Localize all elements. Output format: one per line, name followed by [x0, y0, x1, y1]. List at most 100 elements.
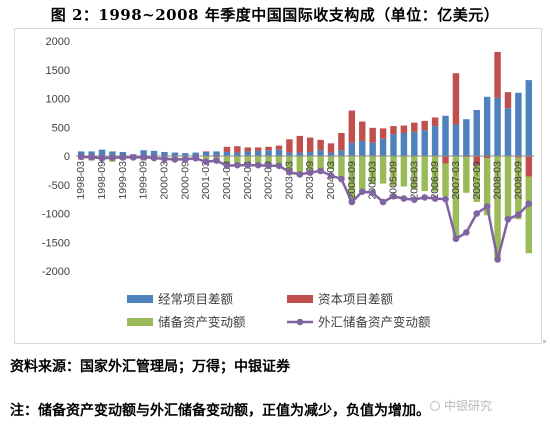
bar-2003-06 — [296, 156, 304, 177]
bar-1998-12 — [109, 151, 116, 156]
y-tick-label: 2000 — [46, 36, 70, 48]
bar-2002-12 — [275, 149, 283, 156]
line-point-2005-12 — [400, 195, 408, 202]
x-tick-label: 2001-09 — [221, 161, 233, 200]
line-point-1999-09 — [140, 153, 147, 161]
bar-1999-09 — [140, 150, 147, 156]
bar-2008-12 — [525, 176, 533, 254]
x-tick-label: 2005-03 — [367, 161, 379, 200]
bar-2001-09 — [223, 151, 231, 156]
line-point-2008-06 — [504, 215, 512, 223]
line-point-2003-09 — [306, 169, 314, 176]
x-tick-label: 2003-09 — [304, 161, 316, 200]
bar-2000-12 — [192, 152, 199, 156]
bar-2007-09 — [473, 165, 480, 202]
bar-2005-09 — [390, 156, 397, 186]
bar-2000-03 — [161, 151, 168, 156]
bar-2001-03 — [202, 151, 210, 152]
line-point-2004-12 — [358, 188, 366, 195]
line-point-2008-09 — [515, 211, 522, 218]
y-tick-label: 500 — [52, 122, 70, 134]
line-point-1998-12 — [109, 154, 116, 162]
line-point-2001-06 — [213, 157, 220, 164]
line-point-1999-03 — [119, 154, 127, 161]
x-tick-label: 2007-09 — [471, 161, 483, 200]
bar-2004-09 — [348, 142, 356, 156]
bar-2002-09 — [265, 146, 272, 151]
bar-2005-12 — [400, 133, 408, 156]
bar-2004-12 — [359, 141, 366, 156]
x-tick-label: 2002-03 — [242, 161, 254, 200]
line-point-2006-06 — [421, 194, 429, 201]
x-tick-label: 2008-09 — [512, 161, 524, 200]
line-point-2006-03 — [410, 196, 418, 203]
line-point-2006-12 — [442, 195, 449, 203]
x-tick-label: 2000-09 — [179, 161, 191, 200]
legend-label: 资本项目差额 — [318, 292, 394, 307]
bar-2008-03 — [494, 51, 501, 98]
bar-2005-03 — [369, 127, 376, 143]
line-point-2008-03 — [494, 256, 501, 263]
y-tick-label: 1500 — [46, 65, 70, 77]
bar-2002-06 — [254, 156, 262, 165]
x-tick-label: 1998-03 — [75, 161, 87, 200]
line-point-2003-06 — [296, 171, 304, 178]
bar-2007-09 — [473, 156, 480, 166]
bar-2007-12 — [483, 158, 491, 216]
line-point-1999-06 — [129, 154, 137, 161]
bar-2004-12 — [359, 121, 366, 142]
bar-2005-06 — [379, 138, 387, 156]
bar-2007-09 — [473, 110, 480, 156]
bar-2003-12 — [317, 139, 324, 151]
line-point-2007-03 — [452, 235, 460, 243]
bar-2002-03 — [244, 147, 251, 152]
line-point-2004-03 — [327, 172, 335, 179]
bar-2006-12 — [442, 156, 449, 164]
bar-2005-09 — [390, 134, 397, 156]
bar-2008-09 — [515, 156, 522, 158]
chart: -2000 -1500 -1000 -500 0 500 1000 1500 2000 1998-… — [42, 36, 534, 330]
legend-label: 外汇储备资产变动额 — [318, 315, 431, 330]
source-note: 资料来源：国家外汇管理局；万得；中银证券 — [10, 359, 290, 375]
y-tick-label: -2000 — [42, 266, 70, 278]
bar-2005-06 — [379, 128, 387, 139]
bar-2001-06 — [213, 151, 220, 156]
line-point-2008-12 — [525, 200, 533, 208]
bar-2008-12 — [525, 80, 533, 156]
bar-2003-06 — [296, 135, 304, 153]
line-point-2002-03 — [244, 161, 252, 169]
bar-2002-03 — [244, 151, 251, 156]
x-tick-label: 2001-03 — [200, 161, 212, 200]
bar-2005-12 — [400, 156, 408, 187]
footnote: 注：储备资产变动额与外汇储备变动额，正值为减少，负值为增加。 — [10, 403, 430, 419]
bar-2004-03 — [327, 152, 335, 156]
line-point-1999-12 — [150, 154, 158, 162]
x-tick-label: 2006-09 — [429, 161, 441, 200]
legend-swatch-经常项目差额 — [127, 295, 153, 303]
bar-2005-12 — [400, 125, 408, 133]
bar-2006-06 — [421, 130, 428, 156]
bar-2004-09 — [348, 156, 356, 202]
bar-2003-03 — [286, 139, 293, 153]
bar-2007-03 — [452, 156, 460, 239]
line-point-2001-09 — [223, 162, 231, 170]
bar-2008-12 — [525, 156, 533, 177]
legend-swatch-储备资产变动额 — [127, 318, 153, 326]
bar-2008-03 — [494, 156, 501, 261]
x-tick-label: 2004-09 — [346, 161, 358, 200]
bar-2006-12 — [442, 163, 449, 197]
line-point-2000-06 — [171, 156, 179, 163]
bar-2007-12 — [483, 156, 491, 159]
line-point-1998-06 — [88, 153, 95, 161]
bar-2002-06 — [254, 150, 262, 156]
bar-2002-06 — [254, 147, 262, 151]
line-point-2000-12 — [192, 155, 200, 162]
watermark-icon — [430, 401, 440, 411]
line-point-2005-09 — [390, 192, 397, 200]
bar-2007-03 — [452, 73, 460, 125]
legend-marker-外汇储备资产变动额 — [296, 318, 304, 326]
x-tick-label: 1999-03 — [117, 161, 129, 200]
bar-1998-09 — [98, 149, 106, 156]
bar-2006-06 — [421, 156, 428, 192]
bar-2001-12 — [234, 146, 241, 153]
